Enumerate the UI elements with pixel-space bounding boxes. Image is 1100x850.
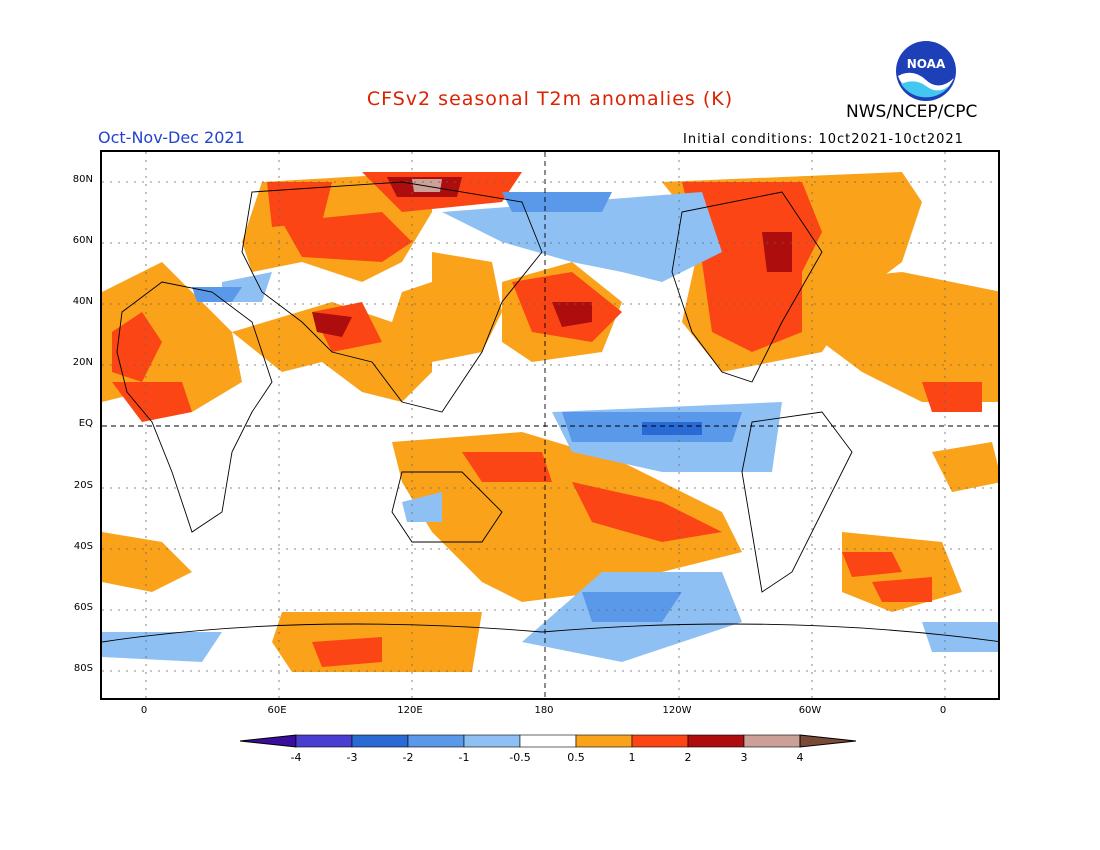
colorbar-segment [575, 734, 633, 748]
colorbar-segment [519, 734, 577, 748]
agency-label: NWS/NCEP/CPC [846, 102, 978, 122]
lon-label: 180 [534, 705, 554, 716]
lat-label: 20N [72, 357, 93, 368]
colorbar-segment [295, 734, 353, 748]
colorbar-label: -4 [290, 751, 302, 764]
lat-label: 40S [73, 541, 93, 552]
colorbar-label: -3 [346, 751, 358, 764]
colorbar-label: 2 [684, 751, 692, 764]
lat-label: 80S [73, 663, 93, 674]
lon-label: 0 [140, 705, 148, 716]
colorbar-segment [407, 734, 465, 748]
colorbar-label: 4 [796, 751, 804, 764]
colorbar-arrow-low [239, 734, 297, 748]
period-label: Oct-Nov-Dec 2021 [98, 128, 245, 147]
anomaly-positive-extreme [412, 179, 442, 192]
colorbar-label: 1 [628, 751, 636, 764]
lon-label: 0 [939, 705, 947, 716]
colorbar-segment [631, 734, 689, 748]
chart-title: CFSv2 seasonal T2m anomalies (K) [366, 88, 734, 110]
svg-text:NOAA: NOAA [907, 57, 946, 71]
anomaly-map [100, 150, 1000, 700]
colorbar-label: -0.5 [509, 751, 531, 764]
colorbar-label: -1 [458, 751, 470, 764]
map-graticule [102, 152, 998, 698]
colorbar-segment [463, 734, 521, 748]
coastlines [102, 181, 998, 643]
colorbar-label: 3 [740, 751, 748, 764]
colorbar-label: -2 [402, 751, 414, 764]
lon-label: 60W [798, 705, 822, 716]
colorbar-segment [351, 734, 409, 748]
lat-label: 80N [72, 174, 93, 185]
colorbar-arrow-high [799, 734, 857, 748]
lat-label: 60N [72, 235, 93, 246]
equator-dateline [102, 152, 998, 698]
colorbar-segment [743, 734, 801, 748]
colorbar-label: 0.5 [567, 751, 585, 764]
lon-label: 60E [267, 705, 287, 716]
lat-label: EQ [78, 418, 93, 429]
lon-label: 120W [662, 705, 692, 716]
initial-conditions-label: Initial conditions: 10ct2021-10ct2021 [683, 132, 964, 147]
colorbar-segment [687, 734, 745, 748]
lat-label: 40N [72, 296, 93, 307]
anomaly-negative-strong [642, 422, 702, 435]
colorbar [239, 733, 860, 757]
lon-label: 120E [397, 705, 423, 716]
lat-label: 60S [73, 602, 93, 613]
noaa-logo: NOAA [895, 40, 957, 102]
lat-label: 20S [73, 480, 93, 491]
